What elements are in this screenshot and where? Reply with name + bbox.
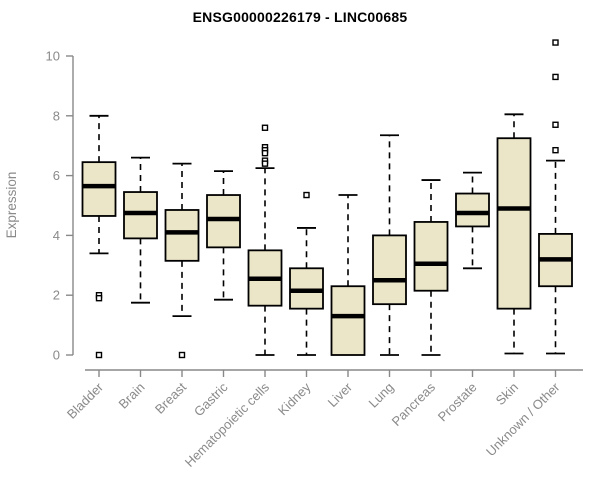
- box-group-gastric: [206, 170, 241, 301]
- x-category-label: Kidney: [275, 379, 314, 418]
- outlier-point: [552, 73, 559, 81]
- x-category-label: Liver: [325, 379, 356, 410]
- box-group-prostate: [455, 171, 490, 270]
- x-category-label: Lung: [366, 380, 397, 411]
- y-axis-title: Expression: [4, 172, 19, 239]
- iqr-box: [496, 137, 532, 310]
- box-group-kidney: [289, 191, 324, 356]
- y-tick-label: 2: [53, 288, 60, 303]
- x-category-label: Breast: [152, 379, 189, 416]
- iqr-box: [455, 192, 490, 228]
- iqr-box: [164, 209, 200, 262]
- outlier-point: [95, 351, 103, 359]
- box-group-unknown-other: [538, 39, 573, 355]
- outlier-point: [95, 294, 103, 302]
- outlier-point: [178, 351, 186, 359]
- outlier-point: [261, 149, 269, 157]
- x-category-label: Gastric: [191, 379, 231, 419]
- outlier-point: [552, 121, 559, 128]
- chart-title: ENSG00000226179 - LINC00685: [192, 9, 408, 25]
- y-tick-label: 6: [53, 168, 60, 183]
- y-tick-label: 0: [53, 348, 60, 363]
- x-category-label: Pancreas: [389, 379, 439, 429]
- outlier-point: [552, 39, 559, 46]
- outlier-point: [261, 124, 269, 131]
- y-axis: 0 2 4 6 8 10: [46, 49, 74, 363]
- x-category-label: Unknown / Other: [483, 379, 563, 459]
- x-category-label: Prostate: [435, 380, 480, 425]
- box-group-pancreas: [413, 179, 449, 356]
- y-tick-label: 4: [53, 228, 60, 243]
- box-group-hematopoietic-cells: [247, 124, 283, 356]
- outlier-point: [303, 191, 310, 199]
- box-group-lung: [372, 134, 407, 356]
- box-group-liver: [330, 194, 366, 356]
- box-group-brain: [123, 156, 158, 304]
- x-category-label: Brain: [116, 380, 148, 412]
- iqr-box: [372, 234, 407, 306]
- y-tick-label: 10: [46, 49, 60, 64]
- iqr-box: [413, 221, 449, 292]
- x-category-label: Skin: [493, 380, 521, 408]
- box-group-breast: [164, 162, 200, 359]
- iqr-box: [81, 161, 117, 217]
- box-group-skin: [496, 113, 532, 355]
- box-group-bladder: [81, 114, 117, 359]
- x-category-label: Bladder: [64, 379, 107, 422]
- outlier-point: [261, 160, 269, 167]
- iqr-box: [330, 285, 366, 356]
- outlier-point: [552, 146, 559, 154]
- y-tick-label: 8: [53, 108, 60, 123]
